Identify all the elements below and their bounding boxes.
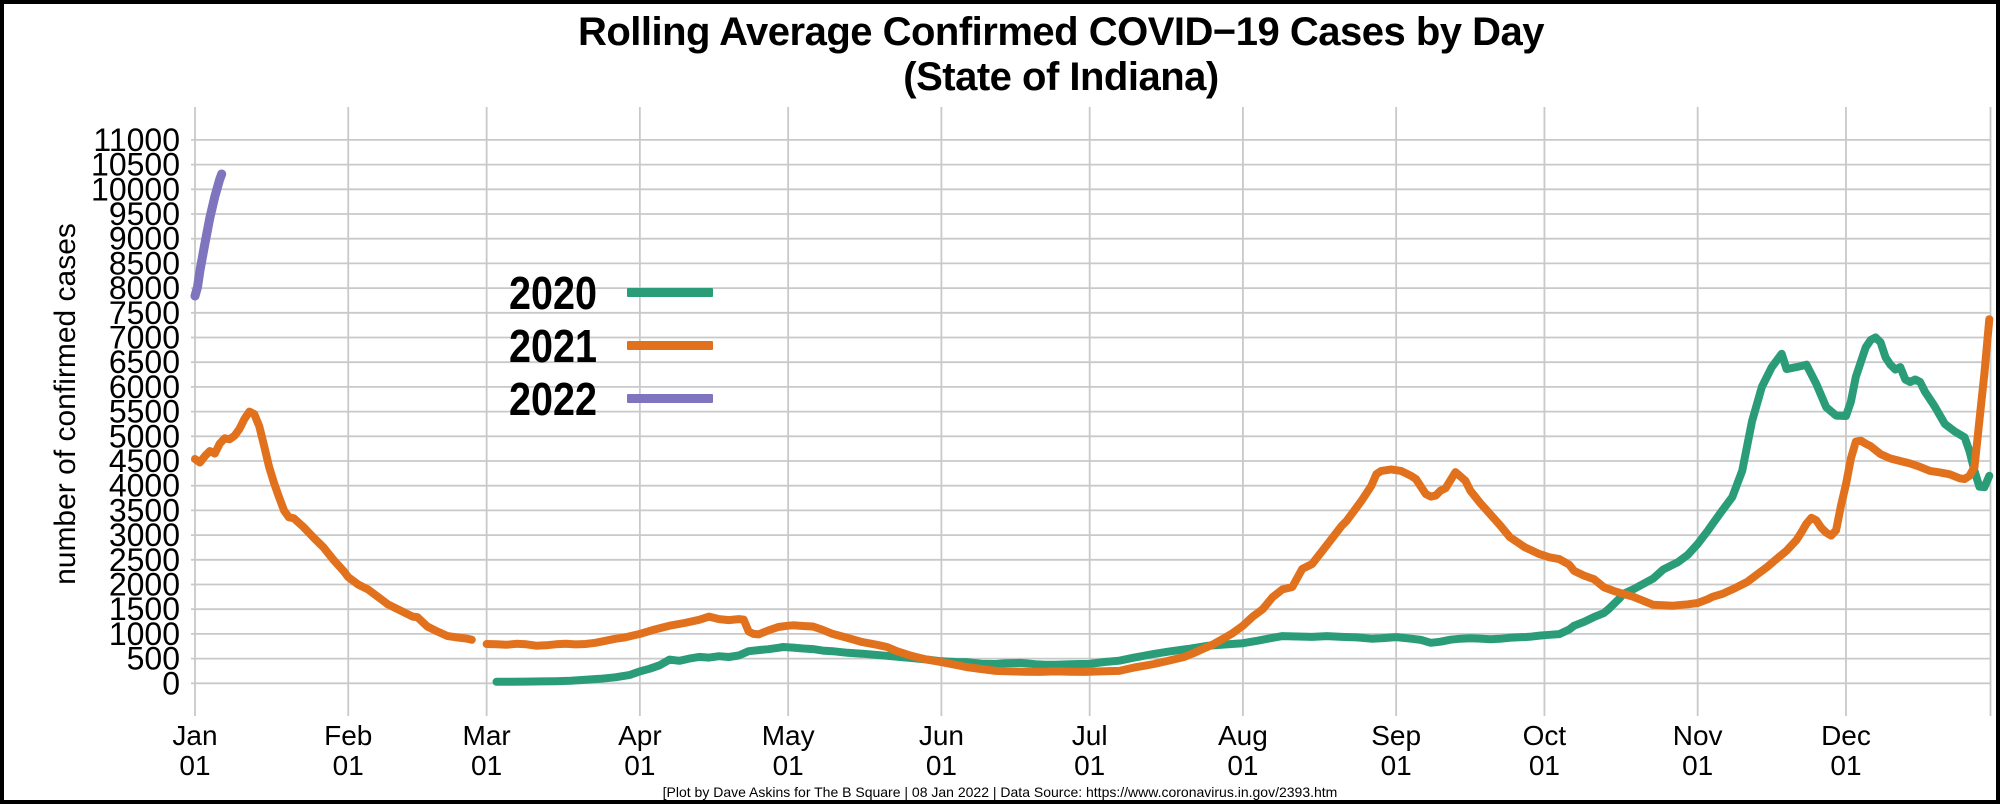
y-tick-label: 8500 — [109, 245, 180, 281]
y-tick-label: 4500 — [109, 443, 180, 479]
x-tick-label: 01 — [926, 750, 957, 781]
y-tick-label: 5000 — [109, 418, 180, 454]
x-tick-label: Oct — [1523, 720, 1567, 751]
line-2021 — [482, 315, 1994, 676]
x-tick-label: 01 — [624, 750, 655, 781]
legend-swatch-2022 — [627, 394, 713, 403]
y-tick-label: 1000 — [109, 616, 180, 652]
x-tick-label: 01 — [1074, 750, 1105, 781]
x-tick-label: Jun — [919, 720, 964, 751]
x-tick-label: 01 — [1830, 750, 1861, 781]
x-tick-label: 01 — [471, 750, 502, 781]
chart-title-block: Rolling Average Confirmed COVID−19 Cases… — [161, 10, 1961, 100]
x-tick-label: Dec — [1821, 720, 1871, 751]
x-tick-label: 01 — [333, 750, 364, 781]
y-tick-label: 7500 — [109, 295, 180, 331]
y-tick-label: 2500 — [109, 542, 180, 578]
chart-title: Rolling Average Confirmed COVID−19 Cases… — [577, 10, 1545, 54]
y-tick-label: 10000 — [91, 171, 180, 207]
y-tick-label: 5500 — [109, 394, 180, 430]
y-tick-label: 0 — [162, 665, 180, 701]
y-tick-label: 6000 — [109, 369, 180, 405]
y-tick-label: 8000 — [109, 270, 180, 306]
x-tick-label: 01 — [773, 750, 804, 781]
y-tick-label: 6500 — [109, 344, 180, 380]
x-tick-label: Mar — [463, 720, 511, 751]
x-tick-label: 01 — [179, 750, 210, 781]
y-tick-label: 10500 — [91, 147, 180, 183]
y-tick-label: 3500 — [109, 492, 180, 528]
y-tick-label: 500 — [127, 641, 180, 677]
x-tick-label: 01 — [1227, 750, 1258, 781]
y-tick-label: 9000 — [109, 221, 180, 257]
legend-swatch-2021 — [627, 341, 713, 350]
y-tick-label: 7000 — [109, 320, 180, 356]
line-2020 — [492, 333, 1994, 686]
x-tick-label: Sep — [1371, 720, 1421, 751]
legend-item: 2020 — [509, 266, 713, 319]
y-tick-label: 2000 — [109, 567, 180, 603]
x-tick-label: Feb — [324, 720, 372, 751]
x-tick-label: 01 — [1381, 750, 1412, 781]
legend-label: 2021 — [509, 319, 598, 372]
line-2021 — [191, 407, 476, 644]
x-tick-label: Nov — [1673, 720, 1723, 751]
x-tick-label: 01 — [1682, 750, 1713, 781]
legend-label: 2022 — [509, 372, 598, 425]
y-tick-label: 4000 — [109, 468, 180, 504]
chart-subtitle: (State of Indiana) — [903, 55, 1219, 99]
x-tick-label: May — [762, 720, 815, 751]
y-axis-title: number of confirmed cases — [49, 223, 82, 585]
y-tick-label: 1500 — [109, 591, 180, 627]
x-tick-label: Jul — [1072, 720, 1108, 751]
line-2022 — [190, 169, 227, 301]
y-tick-label: 11000 — [93, 122, 180, 158]
x-tick-label: Apr — [618, 720, 662, 751]
x-tick-label: 01 — [1529, 750, 1560, 781]
x-tick-label: Aug — [1218, 720, 1268, 751]
x-tick-label: Jan — [172, 720, 217, 751]
legend-label: 2020 — [509, 266, 598, 319]
legend-swatch-2020 — [627, 288, 713, 297]
legend-item: 2021 — [509, 319, 713, 372]
legend-item: 2022 — [509, 372, 713, 425]
footer-caption: [Plot by Dave Askins for The B Square | … — [662, 784, 1338, 800]
plot-svg: 0500100015002000250030003500400045005000… — [91, 107, 1994, 781]
y-tick-label: 9500 — [109, 196, 180, 232]
legend: 2020 2021 2022 — [509, 266, 713, 425]
y-tick-label: 3000 — [109, 517, 180, 553]
